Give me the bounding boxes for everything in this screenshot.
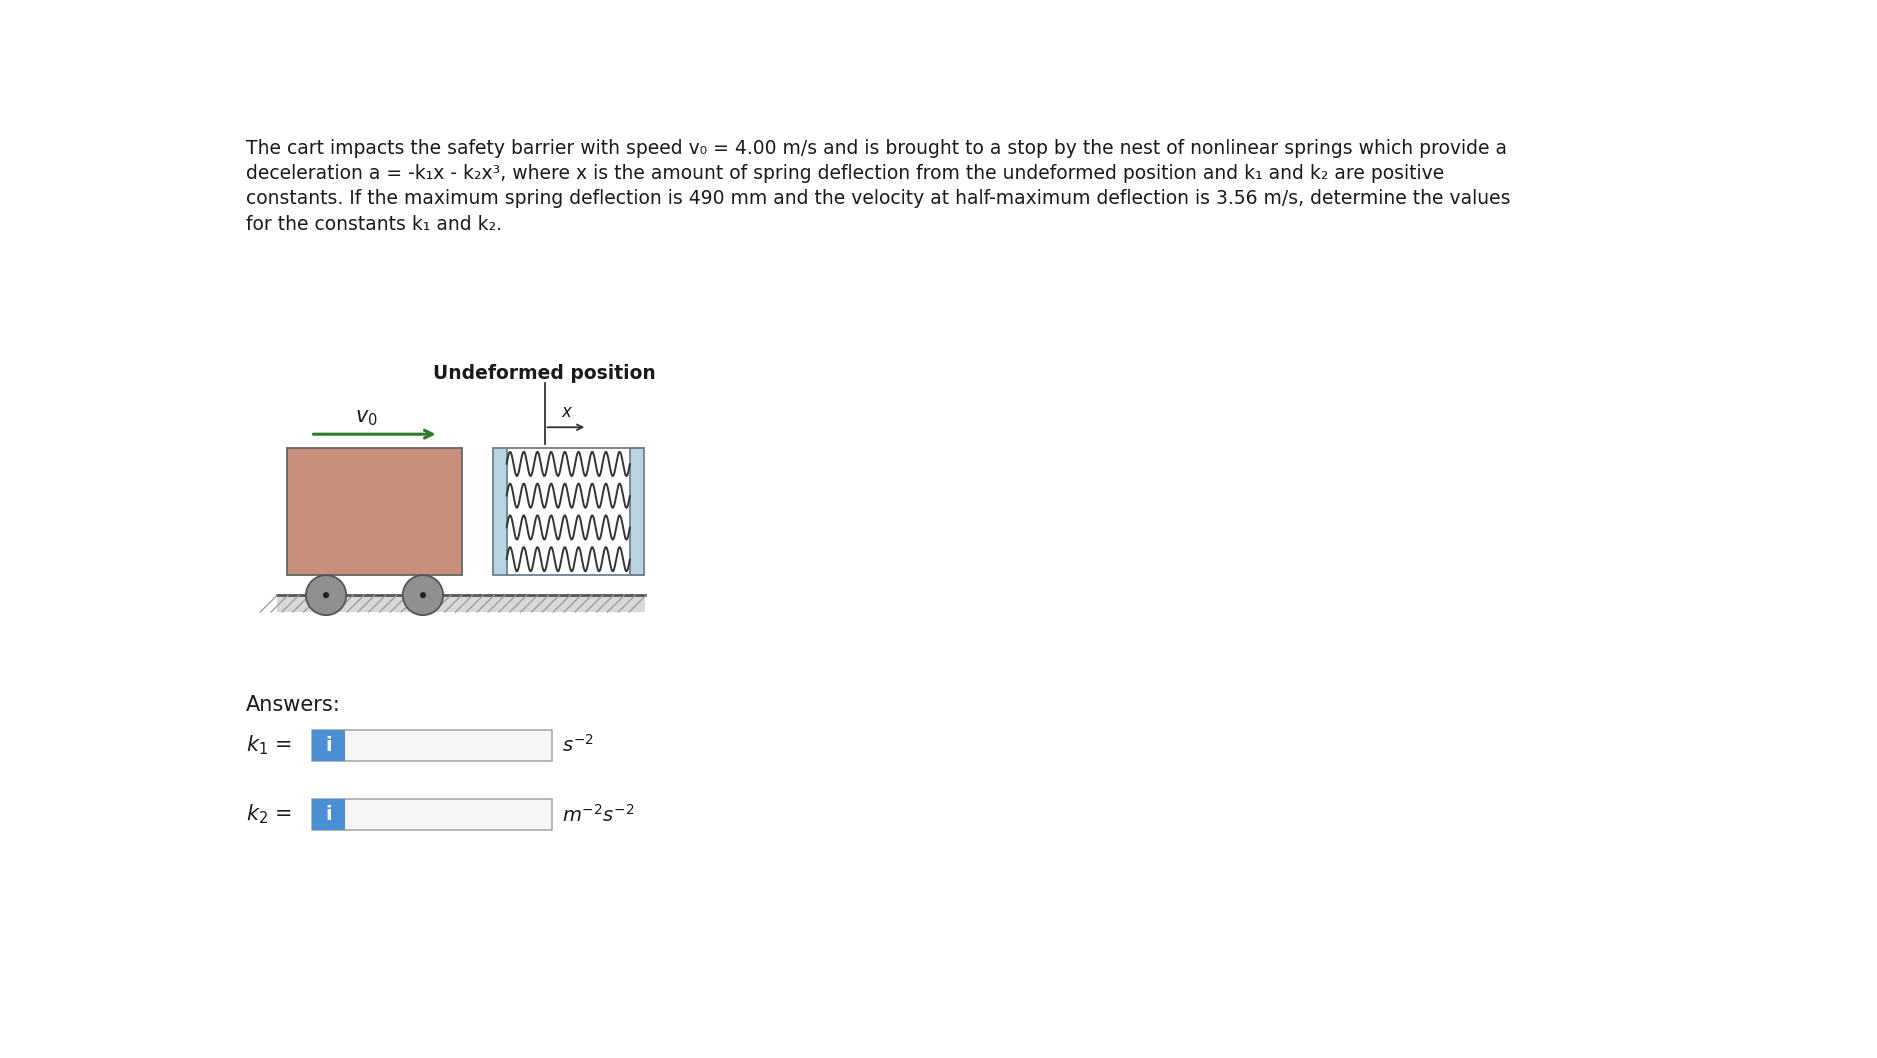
Bar — [278, 595, 646, 613]
Circle shape — [306, 576, 345, 615]
Text: The cart impacts the safety barrier with speed v₀ = 4.00 m/s and is brought to a: The cart impacts the safety barrier with… — [246, 139, 1507, 158]
Text: i: i — [325, 735, 332, 754]
Bar — [287, 448, 462, 576]
Text: deceleration a = -k₁x - k₂x³, where x is the amount of spring deflection from th: deceleration a = -k₁x - k₂x³, where x is… — [246, 164, 1445, 183]
Circle shape — [404, 576, 443, 615]
Text: i: i — [325, 805, 332, 824]
Bar — [312, 799, 345, 829]
Text: $k_2$ =: $k_2$ = — [246, 803, 293, 826]
Bar — [631, 448, 644, 576]
Circle shape — [420, 592, 426, 598]
Text: Answers:: Answers: — [246, 695, 342, 715]
Bar — [507, 448, 631, 576]
Text: constants. If the maximum spring deflection is 490 mm and the velocity at half-m: constants. If the maximum spring deflect… — [246, 189, 1511, 208]
Text: x: x — [561, 403, 571, 421]
Text: $s^{-2}$: $s^{-2}$ — [561, 734, 593, 756]
Text: $m^{-2}s^{-2}$: $m^{-2}s^{-2}$ — [561, 804, 634, 825]
Bar — [312, 730, 552, 761]
Bar — [492, 448, 507, 576]
Circle shape — [323, 592, 328, 598]
Bar — [312, 799, 552, 829]
Text: $v_0$: $v_0$ — [355, 408, 377, 428]
Bar — [312, 730, 345, 761]
Text: for the constants k₁ and k₂.: for the constants k₁ and k₂. — [246, 215, 503, 234]
Text: $k_1$ =: $k_1$ = — [246, 733, 293, 758]
Text: Undeformed position: Undeformed position — [434, 364, 655, 383]
